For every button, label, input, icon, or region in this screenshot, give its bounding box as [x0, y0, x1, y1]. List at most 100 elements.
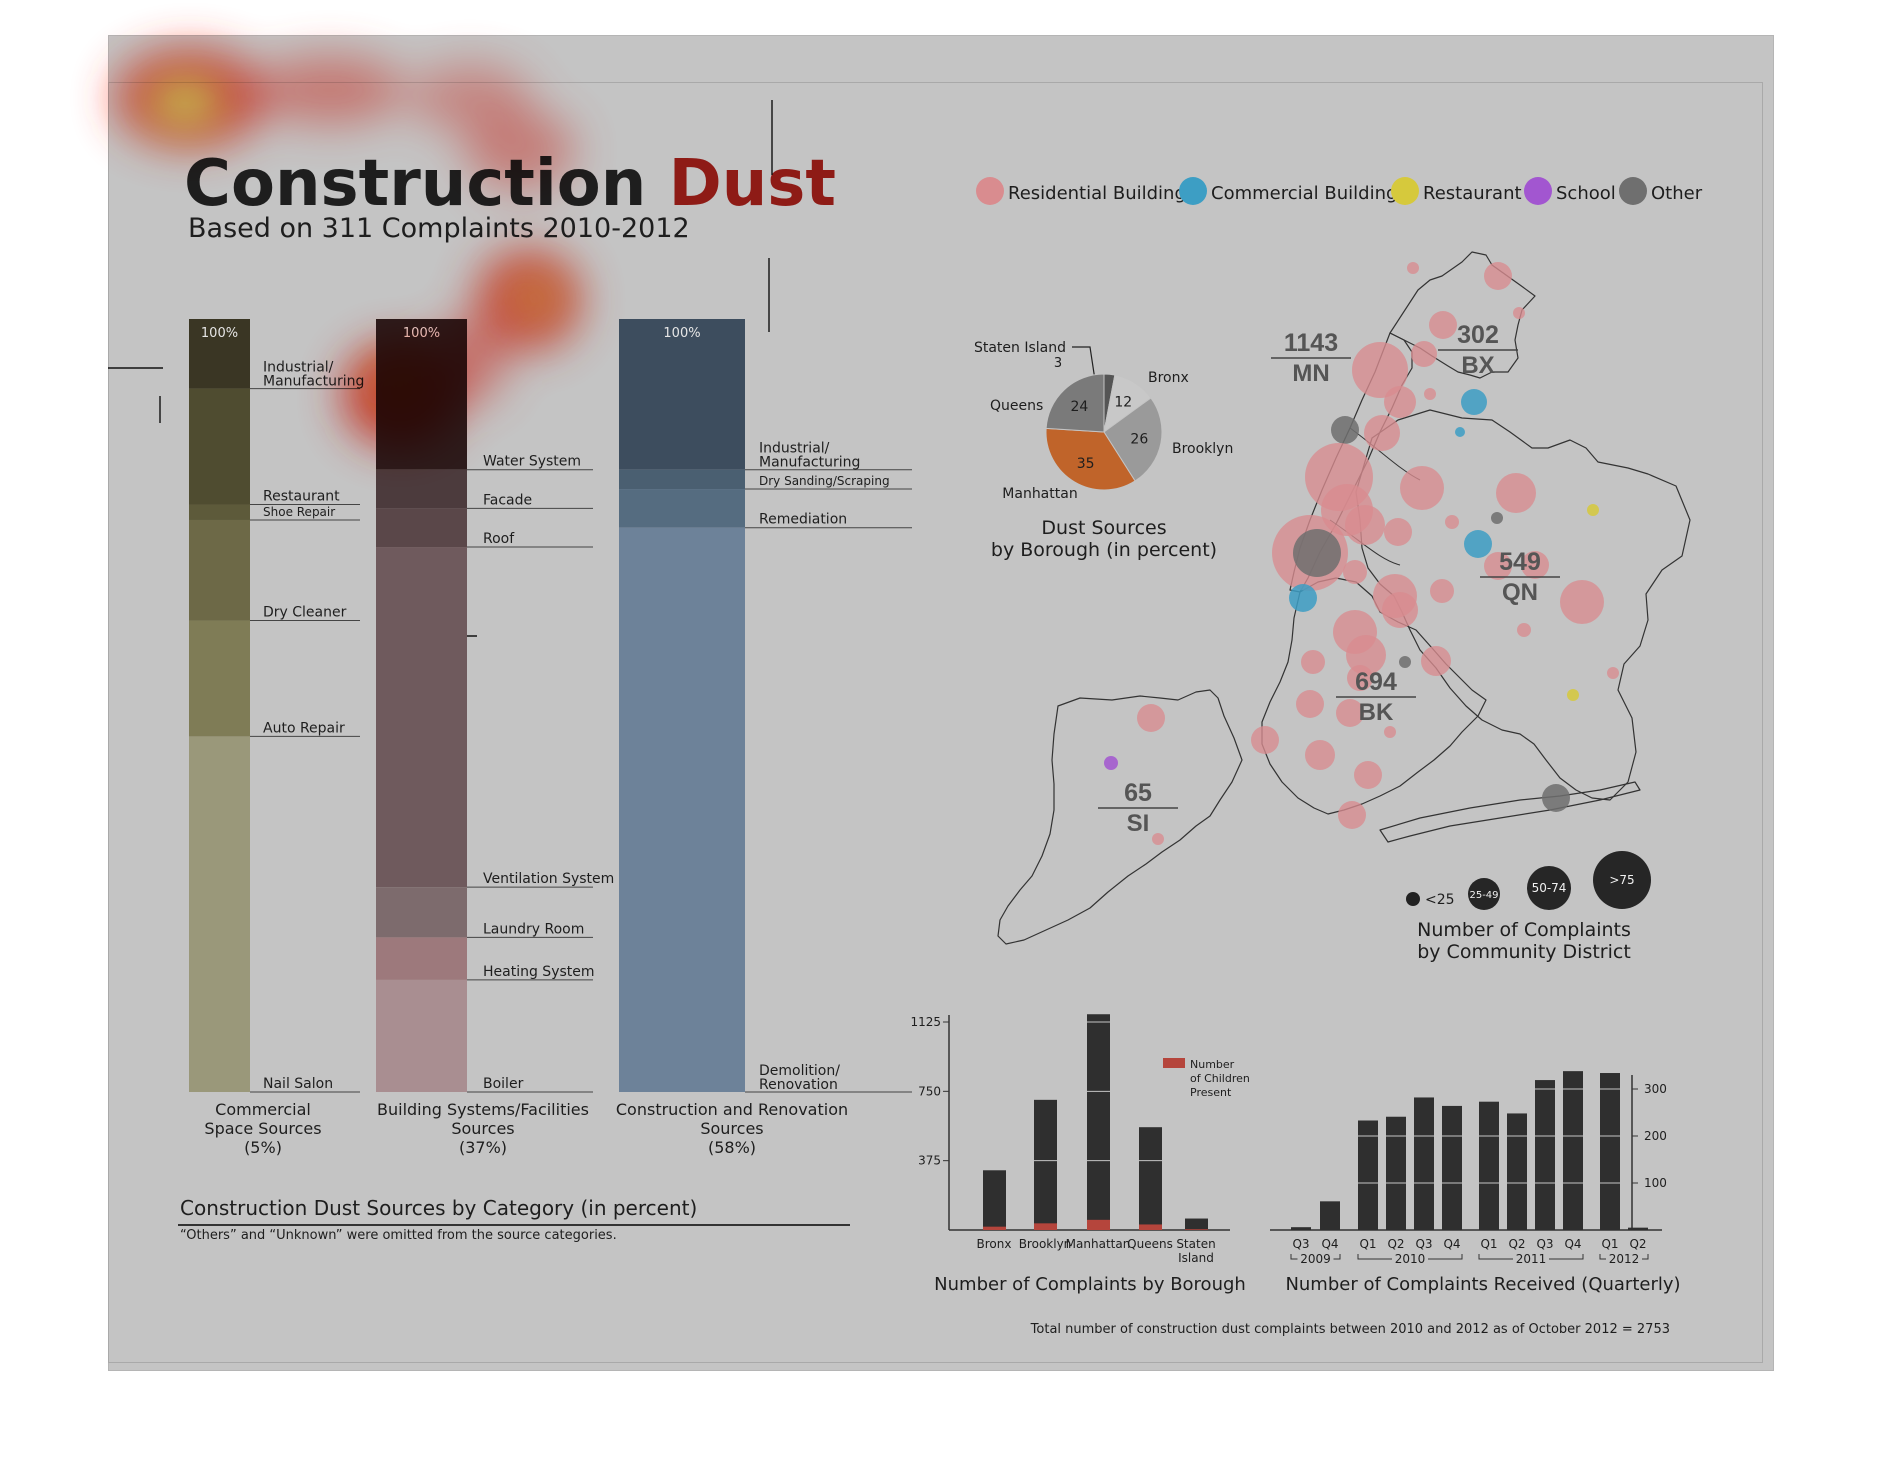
children-legend-label: Number — [1190, 1058, 1235, 1071]
year-label: 2011 — [1516, 1252, 1547, 1266]
heat-blob — [255, 56, 405, 124]
residential-bubble — [1607, 667, 1619, 679]
borough-abbreviation: QN — [1502, 579, 1538, 606]
quarter-label: Q2 — [1387, 1237, 1404, 1251]
children-legend-label: Present — [1190, 1086, 1232, 1099]
year-label-bg — [1297, 1251, 1334, 1265]
map-bubbles — [1104, 262, 1619, 845]
category-chart-title: Construction Dust Sources by Category (i… — [180, 1196, 697, 1220]
y-tick-label: 200 — [1644, 1129, 1667, 1143]
borough-total-value: 1143 — [1284, 329, 1338, 357]
pie-category-label: Queens — [990, 398, 1043, 414]
x-tick-label: Brooklyn — [1019, 1237, 1072, 1251]
children-bar — [1034, 1223, 1057, 1230]
commercial-bubble — [1289, 584, 1317, 612]
column-caption: Building Systems/Facilities — [377, 1100, 589, 1119]
residential-bubble — [1345, 505, 1385, 545]
heat-blob — [465, 110, 575, 190]
x-tick-label: Manhattan — [1066, 1237, 1131, 1251]
borough-bar-title: Number of Complaints by Borough — [934, 1274, 1246, 1295]
year-label: 2009 — [1300, 1252, 1331, 1266]
legend-swatch — [976, 177, 1004, 205]
legend-label: Commercial Building — [1211, 183, 1397, 204]
quarter-bar — [1442, 1105, 1462, 1230]
residential-bubble — [1429, 311, 1457, 339]
legend-swatch — [1391, 177, 1419, 205]
column-caption: Sources — [700, 1119, 763, 1138]
map-title-line-2: by Community District — [1417, 941, 1631, 963]
legend-label: Restaurant — [1423, 183, 1522, 204]
residential-bubble — [1421, 646, 1451, 676]
page-title: Construction Dust — [184, 147, 836, 221]
residential-bubble — [1382, 592, 1418, 628]
segment-label: Auto Repair — [263, 720, 345, 736]
size-legend-dot — [1527, 866, 1571, 910]
borough-total-value: 302 — [1457, 321, 1499, 349]
other-bubble — [1293, 529, 1341, 577]
restaurant-bubble — [1587, 504, 1599, 516]
year-label-bg — [1513, 1251, 1549, 1265]
quarterly-bar-chart: 100 200 300 Q3 Q4 Q1 Q2 Q3 Q4 Q1 Q2 Q3 Q4 Q1 Q2 2009 201… — [1270, 1071, 1667, 1266]
residential-bubble — [1560, 580, 1604, 624]
column-caption: (37%) — [459, 1138, 507, 1157]
segment-label: Manufacturing — [759, 455, 860, 471]
pie-leader-line — [1072, 346, 1096, 381]
borough-bar — [983, 1170, 1006, 1230]
segment-label: Boiler — [483, 1076, 524, 1092]
y-tick-label: 300 — [1644, 1082, 1667, 1096]
quarter-bar — [1358, 1120, 1378, 1230]
borough-total-value: 549 — [1499, 548, 1541, 576]
quarter-bar — [1600, 1073, 1620, 1230]
segment-label: Renovation — [759, 1077, 838, 1093]
other-bubble — [1491, 512, 1503, 524]
residential-bubble — [1384, 726, 1396, 738]
x-tick-label: Bronx — [977, 1237, 1012, 1251]
size-legend-label: 25-49 — [1469, 890, 1498, 901]
size-legend-label: >75 — [1609, 873, 1634, 887]
residential-bubble — [1484, 262, 1512, 290]
residential-bubble — [1484, 552, 1512, 580]
year-label-bg — [1606, 1251, 1642, 1265]
category-segment — [189, 504, 250, 520]
residential-bubble — [1338, 801, 1366, 829]
year-label: 2010 — [1395, 1252, 1426, 1266]
commercial-bubble — [1461, 389, 1487, 415]
residential-bubble — [1343, 560, 1367, 584]
quarter-label: Q4 — [1564, 1237, 1581, 1251]
category-segment — [189, 736, 250, 1092]
category-segment — [376, 508, 467, 548]
borough-totals: 1143 MN 302 BX 549 QN 694 BK 65 SI — [1098, 321, 1560, 837]
segment-label: Dry Cleaner — [263, 604, 347, 620]
page-subtitle: Based on 311 Complaints 2010-2012 — [188, 213, 690, 244]
category-segment — [189, 388, 250, 505]
pie-category-label: Staten Island — [974, 340, 1066, 356]
restaurant-bubble — [1567, 689, 1579, 701]
x-tick-label: Island — [1178, 1251, 1214, 1265]
residential-bubble — [1301, 650, 1325, 674]
y-tick-label: 375 — [918, 1154, 941, 1168]
residential-bubble — [1424, 388, 1436, 400]
category-segment — [189, 319, 250, 389]
residential-bubble — [1521, 551, 1549, 579]
quarter-label: Q1 — [1601, 1237, 1618, 1251]
quarter-bar — [1320, 1201, 1340, 1230]
column-caption: (58%) — [708, 1138, 756, 1157]
residential-bubble — [1305, 740, 1335, 770]
size-legend-dot — [1406, 892, 1420, 906]
school-bubble — [1104, 756, 1118, 770]
legend-swatch — [1179, 177, 1207, 205]
quarter-label: Q3 — [1292, 1237, 1309, 1251]
pie-slice — [1045, 373, 1105, 433]
category-segment — [376, 547, 467, 888]
size-legend: <25 25-49 50-74 >75 — [1406, 851, 1651, 910]
map-title-line-1: Number of Complaints — [1417, 919, 1631, 941]
quarter-bar — [1386, 1116, 1406, 1230]
borough-abbreviation: BX — [1461, 352, 1494, 379]
footer-total-note: Total number of construction dust compla… — [1030, 1322, 1670, 1337]
segment-label: Nail Salon — [263, 1076, 333, 1092]
residential-bubble — [1152, 833, 1164, 845]
quarter-bar — [1507, 1113, 1527, 1230]
segment-label: Roof — [483, 531, 515, 547]
